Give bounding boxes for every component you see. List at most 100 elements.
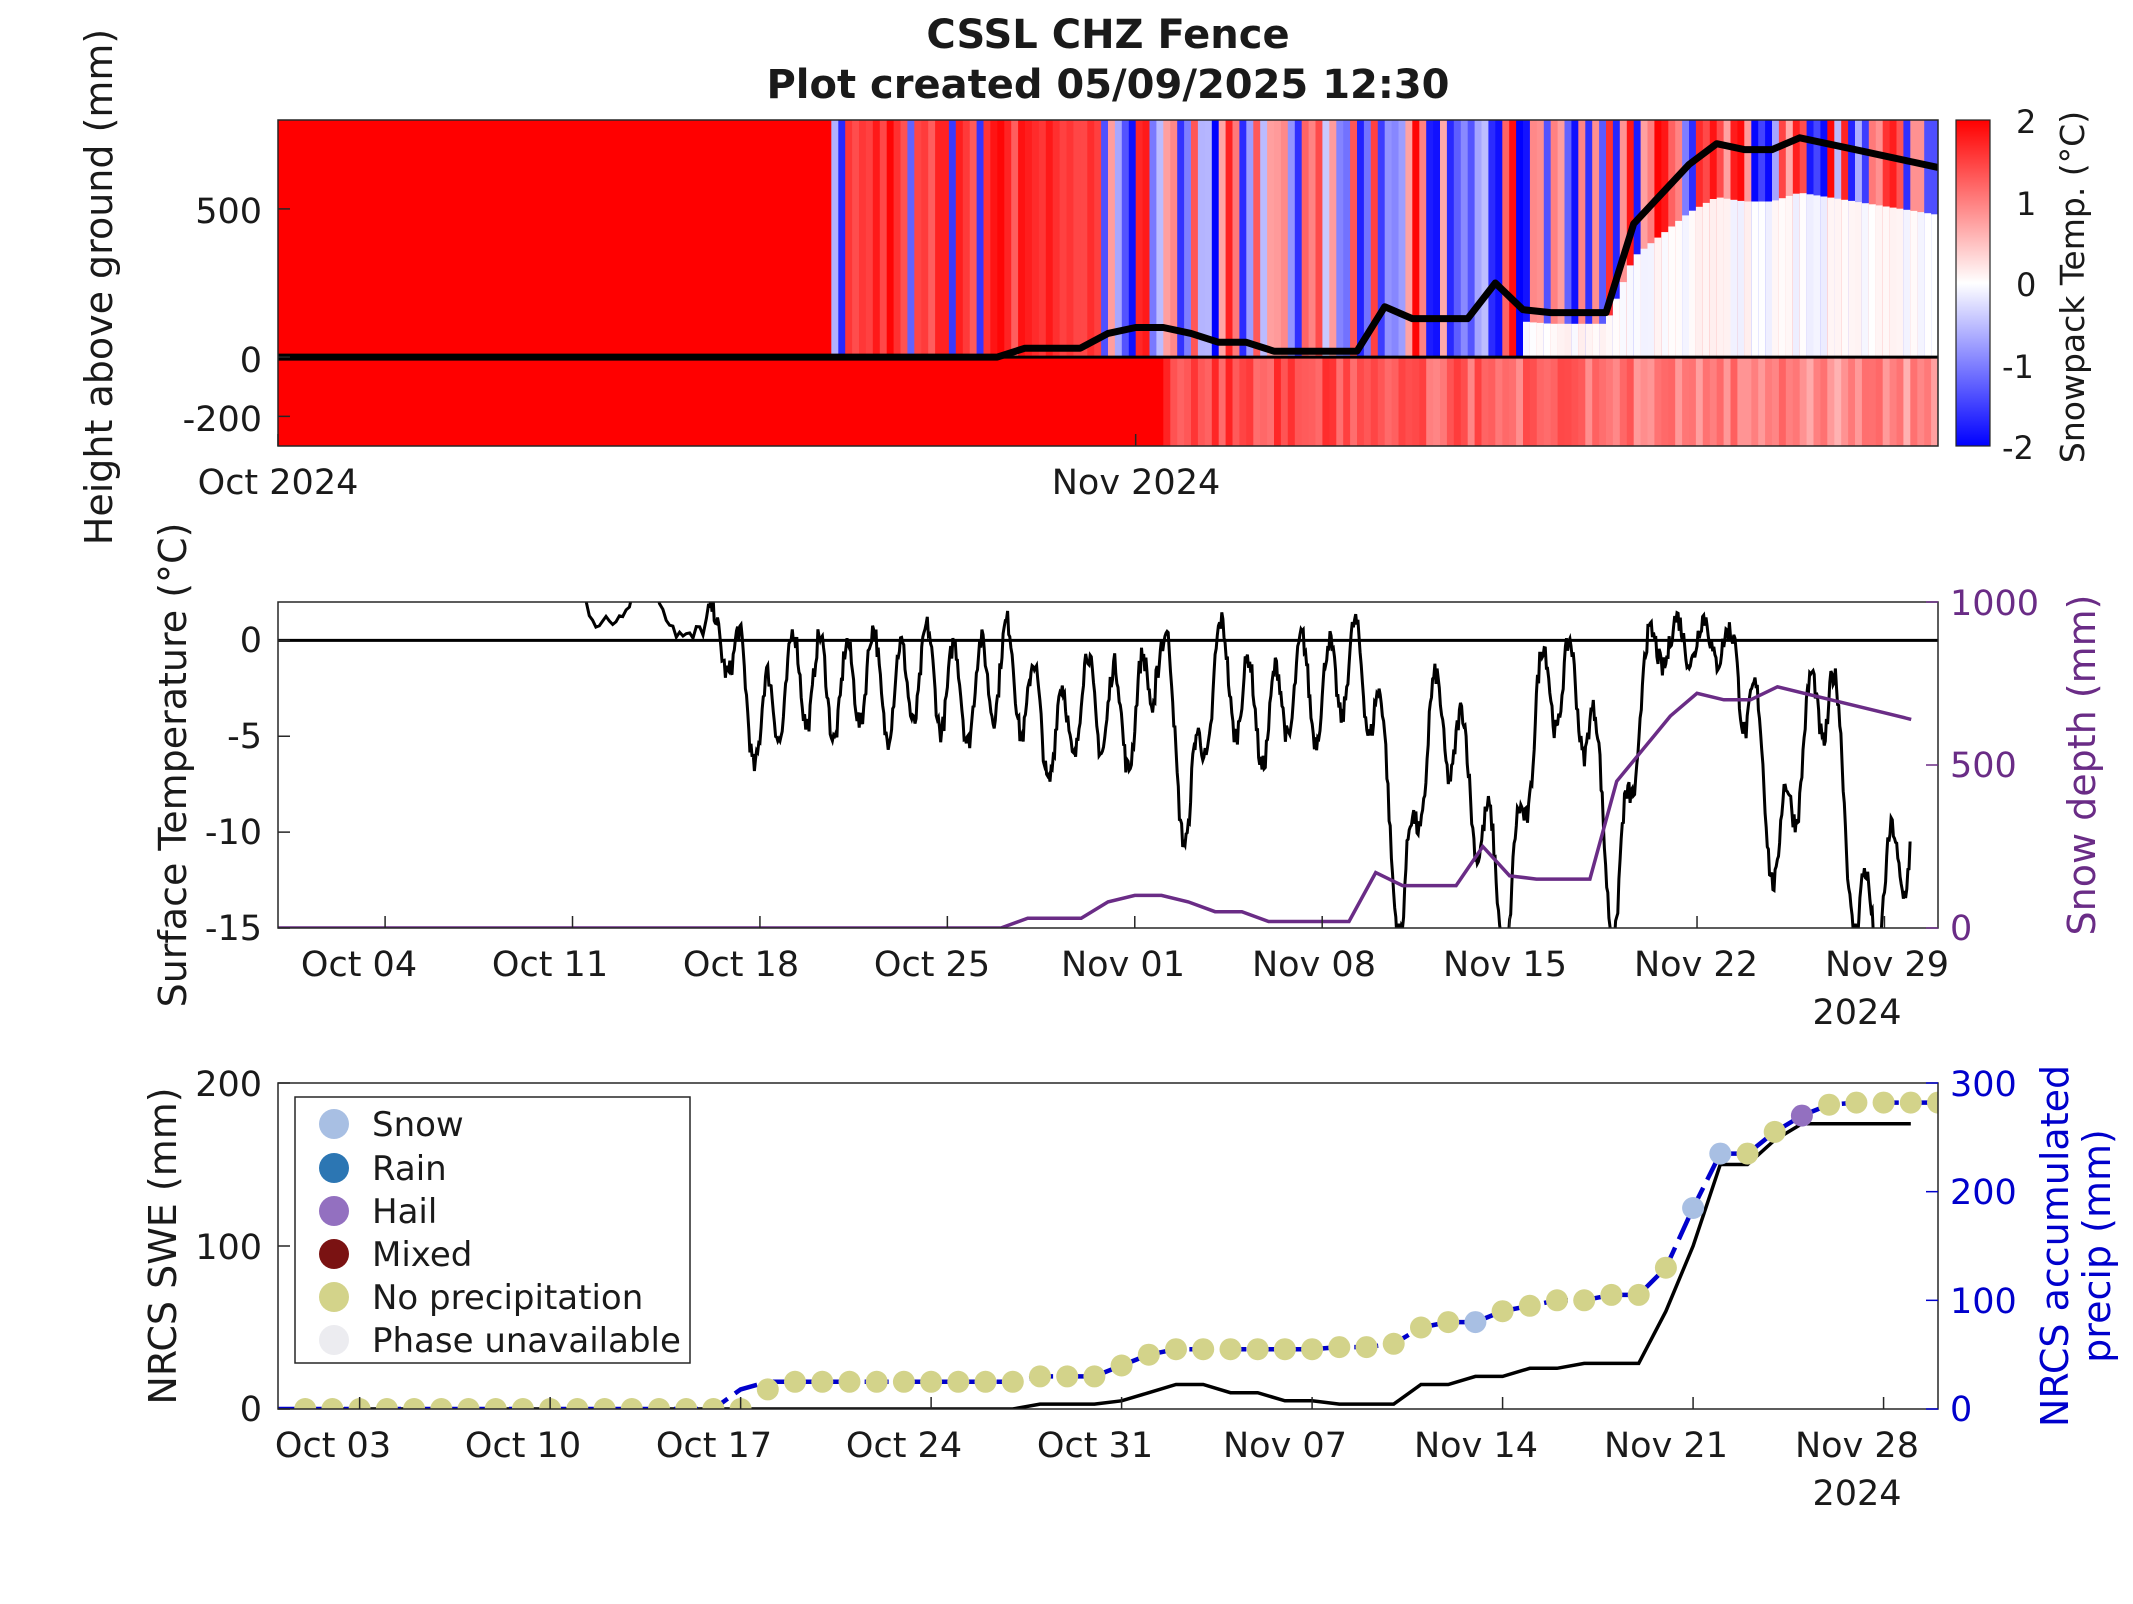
legend-label-snow: Snow <box>372 1105 464 1145</box>
panel2-xtick-nov08: Nov 08 <box>1252 945 1376 985</box>
ground-column <box>1405 357 1413 446</box>
ground-column <box>1446 357 1455 446</box>
air-column <box>381 120 390 358</box>
ground-column <box>803 357 812 446</box>
ground-column <box>852 357 860 446</box>
ground-column <box>1516 357 1524 446</box>
ground-column <box>658 357 666 446</box>
phase-marker <box>1818 1093 1841 1116</box>
ground-column <box>1004 357 1012 446</box>
ground-column <box>1481 357 1489 446</box>
ground-column <box>1218 357 1227 446</box>
snowpack-column <box>1585 323 1593 358</box>
air-column <box>1260 120 1268 358</box>
legend-item-snow: Snow <box>319 1105 464 1145</box>
air-column <box>1336 120 1344 358</box>
air-column <box>547 120 556 358</box>
ground-column <box>1412 357 1420 446</box>
ground-column <box>1294 357 1303 446</box>
air-column <box>354 120 362 358</box>
ground-column <box>492 357 500 446</box>
snowpack-column <box>1758 201 1766 358</box>
snowpack-column <box>1695 206 1704 358</box>
ground-column <box>347 357 355 446</box>
ground-column <box>1924 357 1932 446</box>
ground-column <box>1370 357 1379 446</box>
ground-column <box>374 357 383 446</box>
air-column <box>520 120 528 358</box>
snowpack-column <box>1633 254 1642 358</box>
ground-column <box>326 357 334 446</box>
air-column <box>1218 120 1227 358</box>
ground-column <box>1640 357 1649 446</box>
ground-column <box>1523 357 1531 446</box>
phase-marker <box>1355 1336 1378 1359</box>
ground-column <box>1813 357 1821 446</box>
snowpack-column <box>1737 200 1745 357</box>
air-column <box>1592 120 1600 358</box>
air-column <box>1204 120 1213 358</box>
air-column <box>817 120 825 358</box>
air-column <box>907 120 915 358</box>
phase-marker <box>1165 1338 1187 1361</box>
air-column <box>859 120 867 358</box>
ground-column <box>1267 357 1275 446</box>
air-column <box>1405 120 1413 358</box>
ground-column <box>423 357 431 446</box>
phase-marker <box>1927 1091 1938 1114</box>
ground-column <box>1011 357 1019 446</box>
panel2-lines <box>278 602 1938 928</box>
snowpack-column <box>1716 197 1725 358</box>
phase-marker <box>756 1378 779 1401</box>
air-column <box>948 120 957 358</box>
snowpack-column <box>1682 215 1690 358</box>
snowpack-column <box>1778 198 1787 358</box>
snowpack-column <box>1523 321 1531 358</box>
ground-column <box>796 357 805 446</box>
phase-marker <box>457 1398 480 1409</box>
phase-marker <box>1627 1283 1650 1306</box>
air-column <box>1163 120 1171 358</box>
snowpack-column <box>1855 202 1863 358</box>
ground-column <box>1239 357 1247 446</box>
ground-column <box>1626 357 1635 446</box>
legend-marker-no-precip <box>319 1282 349 1312</box>
ground-column <box>1848 357 1856 446</box>
ground-column <box>1191 357 1199 446</box>
air-column <box>706 120 715 358</box>
legend-marker-phase-unavailable <box>319 1325 349 1355</box>
air-column <box>471 120 480 358</box>
phase-marker <box>1083 1365 1106 1388</box>
ground-column <box>1557 357 1566 446</box>
air-column <box>803 120 812 358</box>
snowpack-column <box>1924 213 1932 358</box>
panel3-xtick-nov21: Nov 21 <box>1604 1426 1728 1466</box>
ground-column <box>1592 357 1600 446</box>
air-column <box>1184 120 1192 358</box>
ground-column <box>1343 357 1351 446</box>
ground-column <box>720 357 729 446</box>
air-column <box>824 120 832 358</box>
panel2-xtick-nov01: Nov 01 <box>1061 945 1185 985</box>
snowpack-column <box>1910 210 1918 357</box>
panel3-xtick-nov07: Nov 07 <box>1223 1426 1347 1466</box>
ground-column <box>561 357 570 446</box>
air-column <box>1412 120 1420 358</box>
air-column <box>658 120 666 358</box>
air-column <box>1426 120 1434 358</box>
air-column <box>1149 120 1157 358</box>
phase-marker <box>1573 1289 1596 1312</box>
panel-surface-temp: 0 -5 -10 -15 1000 500 0 Oct 04 Oct 11 Oc… <box>151 523 2104 1033</box>
ground-column <box>1889 357 1898 446</box>
ground-column <box>596 357 604 446</box>
legend-marker-rain <box>319 1153 349 1183</box>
panel3-y2tick-200: 200 <box>1950 1173 2017 1213</box>
ground-column <box>610 357 618 446</box>
ground-column <box>1426 357 1434 446</box>
legend-item-hail: Hail <box>319 1192 437 1232</box>
ground-column <box>1509 357 1517 446</box>
ground-column <box>1606 357 1614 446</box>
ground-column <box>1744 357 1752 446</box>
ground-column <box>679 357 687 446</box>
air-column <box>1267 120 1275 358</box>
